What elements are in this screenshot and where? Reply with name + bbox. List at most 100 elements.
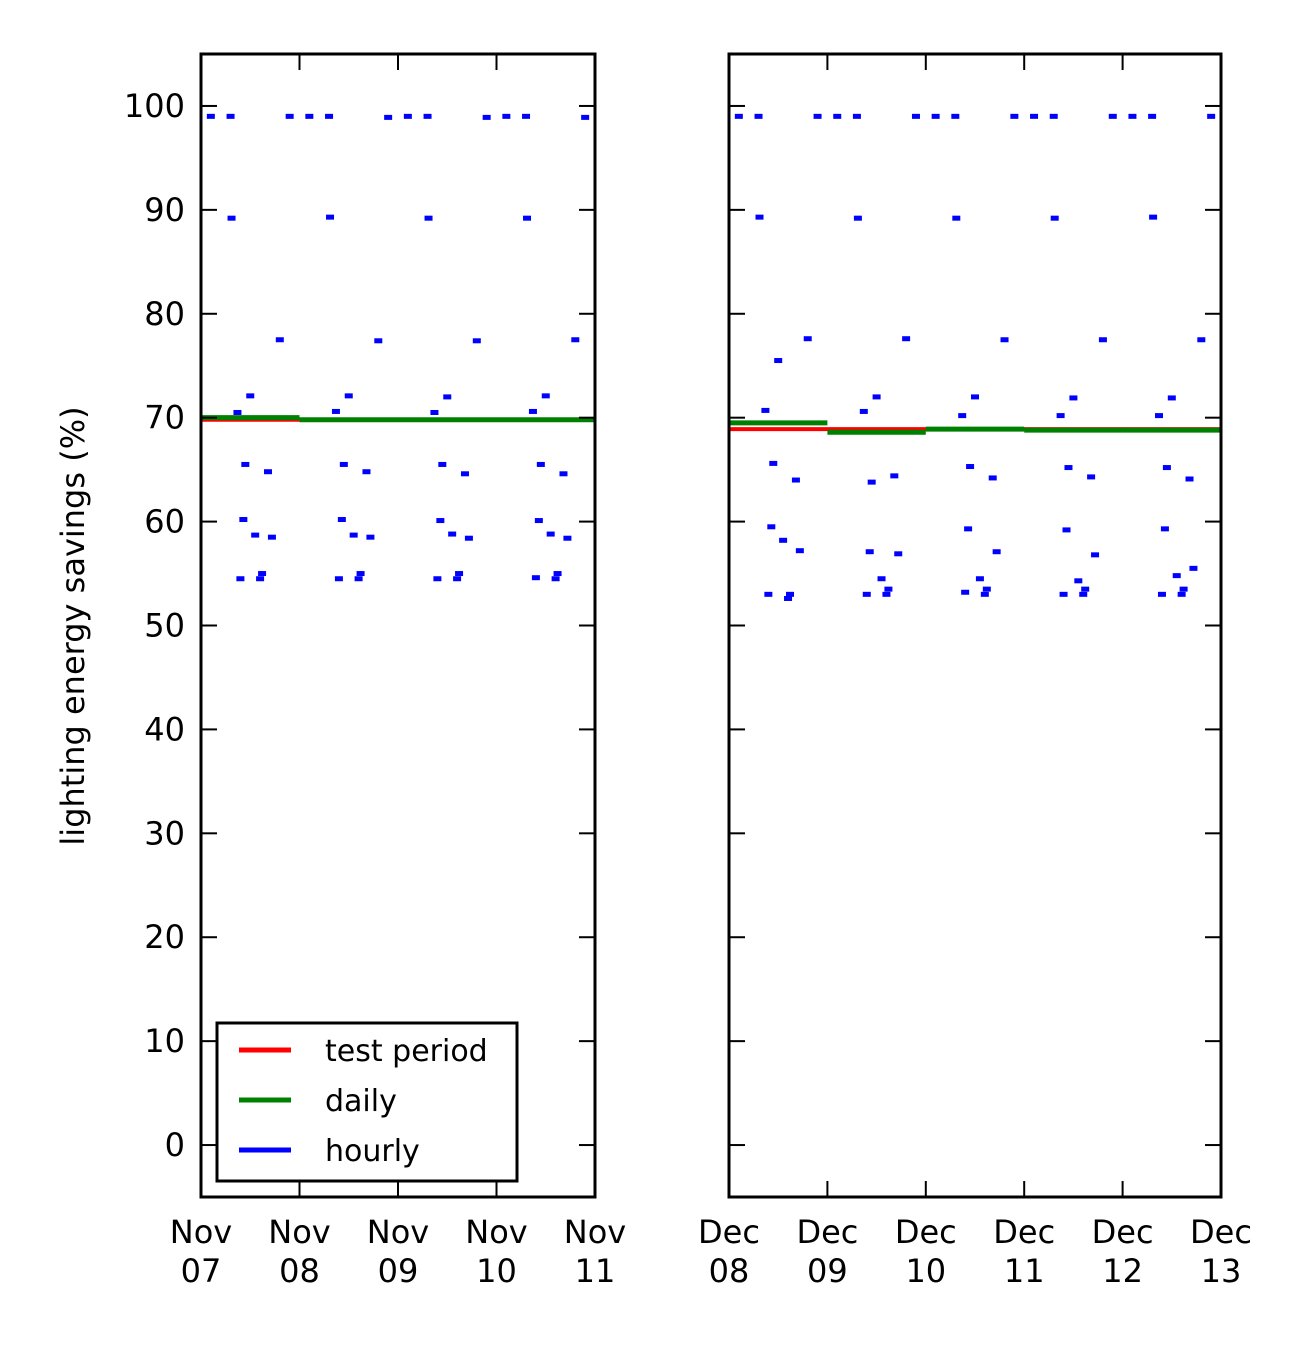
hourly-point	[951, 113, 960, 119]
hourly-point	[546, 531, 555, 537]
hourly-point	[1049, 113, 1058, 119]
hourly-point	[813, 113, 822, 119]
legend-label-test-period: test period	[325, 1034, 488, 1069]
hourly-point	[275, 337, 284, 343]
hourly-point	[833, 113, 842, 119]
hourly-point	[779, 537, 788, 543]
hourly-point	[1157, 591, 1166, 597]
hourly-point	[206, 113, 215, 119]
legend-label-daily: daily	[325, 1084, 397, 1119]
hourly-point	[362, 469, 371, 475]
hourly-point	[227, 215, 236, 221]
hourly-point	[1185, 476, 1194, 482]
hourly-point	[859, 408, 868, 414]
hourly-point	[438, 461, 447, 467]
hourly-point	[263, 469, 272, 475]
hourly-point	[952, 215, 961, 221]
hourly-point	[553, 571, 562, 577]
hourly-point	[403, 113, 412, 119]
hourly-point	[1087, 474, 1096, 480]
y-tick-label: 90	[144, 191, 185, 229]
hourly-point	[536, 461, 545, 467]
hourly-point	[894, 551, 903, 557]
hourly-point	[784, 595, 793, 601]
hourly-point	[1079, 591, 1088, 597]
y-tick-label: 10	[144, 1022, 185, 1060]
hourly-point	[1149, 214, 1158, 220]
hourly-point	[853, 215, 862, 221]
hourly-point	[1155, 413, 1164, 419]
axes-frame	[727, 52, 1223, 1199]
hourly-point	[1010, 113, 1019, 119]
hourly-point	[236, 576, 245, 582]
hourly-point	[786, 591, 795, 597]
hourly-point	[464, 535, 473, 541]
hourly-point	[767, 524, 776, 530]
hourly-point	[791, 477, 800, 483]
hourly-point	[522, 113, 531, 119]
hourly-point	[239, 517, 248, 523]
hourly-point	[559, 471, 568, 477]
x-tick-label: Dec 10	[895, 1213, 957, 1290]
x-tick-label: Nov 09	[367, 1213, 429, 1290]
hourly-point	[453, 576, 462, 582]
hourly-point	[1062, 527, 1071, 533]
hourly-point	[867, 479, 876, 485]
hourly-point	[541, 393, 550, 399]
hourly-point	[1179, 586, 1188, 592]
hourly-point	[1148, 113, 1157, 119]
hourly-point	[882, 591, 891, 597]
hourly-point	[258, 571, 267, 577]
hourly-point	[1108, 113, 1117, 119]
hourly-point	[755, 214, 764, 220]
y-tick-label: 30	[144, 814, 185, 852]
hourly-point	[233, 409, 242, 415]
hourly-point	[356, 571, 365, 577]
hourly-point	[534, 518, 543, 524]
hourly-point	[436, 518, 445, 524]
hourly-point	[1189, 565, 1198, 571]
hourly-point	[325, 113, 334, 119]
hourly-point	[571, 337, 580, 343]
hourly-point	[988, 475, 997, 481]
y-tick-label: 60	[144, 503, 185, 541]
hourly-point	[902, 336, 911, 342]
hourly-point	[764, 591, 773, 597]
hourly-point	[443, 394, 452, 400]
x-tick-label: Nov 10	[465, 1213, 527, 1290]
hourly-point	[1030, 113, 1039, 119]
hourly-point	[482, 114, 491, 120]
hourly-point	[958, 413, 967, 419]
hourly-point	[337, 517, 346, 523]
hourly-point	[862, 591, 871, 597]
hourly-point	[992, 549, 1001, 555]
hourly-point	[384, 114, 393, 120]
hourly-point	[251, 532, 260, 538]
hourly-point	[872, 394, 881, 400]
hourly-point	[366, 534, 375, 540]
hourly-point	[1050, 215, 1059, 221]
hourly-point	[267, 534, 276, 540]
hourly-point	[354, 576, 363, 582]
hourly-point	[982, 586, 991, 592]
panel-november: 0 10 20 30 40 50 60 70 80 90 100 Nov 07 Nov 08 Nov 09 Nov…	[124, 52, 626, 1290]
x-tick-label: Dec 13	[1190, 1213, 1252, 1290]
x-tick-label: Dec 11	[993, 1213, 1055, 1290]
hourly-point	[523, 215, 532, 221]
hourly-point	[349, 532, 358, 538]
hourly-point	[339, 461, 348, 467]
hourly-point	[961, 589, 970, 595]
hourly-point	[1177, 591, 1186, 597]
hourly-point	[460, 471, 469, 477]
hourly-point	[241, 461, 250, 467]
hourly-point	[884, 586, 893, 592]
y-tick-label: 20	[144, 918, 185, 956]
hourly-point	[774, 358, 783, 364]
hourly-point	[975, 576, 984, 582]
hourly-point	[852, 113, 861, 119]
hourly-point	[423, 113, 432, 119]
hourly-point	[795, 548, 804, 554]
hourly-point	[472, 338, 481, 344]
hourly-point	[803, 336, 812, 342]
